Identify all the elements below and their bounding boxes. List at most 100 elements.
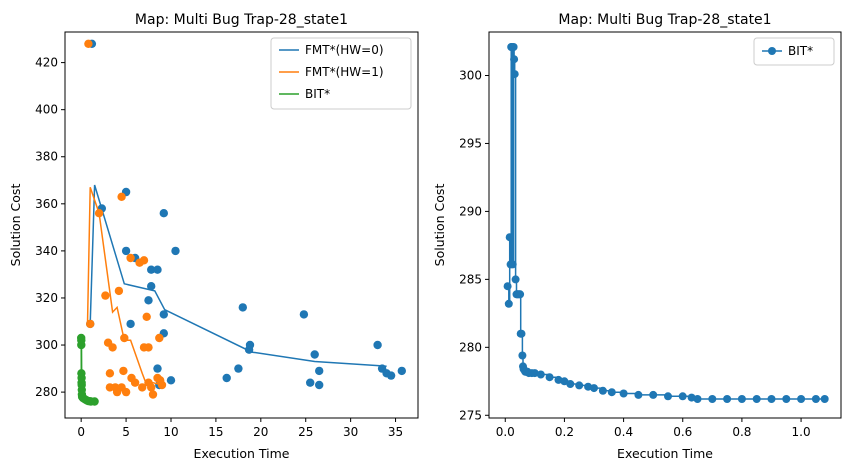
y-tick-label: 295 [459, 136, 482, 150]
data-point-fmt-hw-1 [142, 312, 151, 321]
data-point-bit [566, 380, 575, 388]
x-tick-label: 0.0 [496, 425, 515, 439]
y-tick-label: 285 [459, 272, 482, 286]
right-chart: 0.0 0.2 0.4 0.6 0.8 1.0 275 280 285 290 295 300 Map… [432, 12, 842, 461]
series-line-fmt-hw-0 [89, 184, 387, 367]
data-point-fmt-hw-0 [222, 373, 231, 383]
legend-label-bit-right: BIT* [788, 44, 813, 58]
x-tick-label: 30 [343, 425, 358, 439]
data-point-fmt-hw-0 [153, 265, 162, 274]
data-point-bit [505, 233, 514, 242]
y-tick-label: 340 [35, 244, 58, 258]
data-point-bit [575, 381, 584, 390]
data-point-fmt-hw-1 [101, 291, 110, 300]
right-plot-frame [488, 31, 842, 419]
data-point-fmt-hw-1 [86, 319, 95, 329]
data-point-fmt-hw-0 [373, 340, 382, 350]
data-point-fmt-hw-1 [147, 383, 156, 392]
data-point-fmt-hw-1 [114, 286, 124, 296]
data-point-bit [782, 395, 791, 403]
data-point-bit [693, 395, 702, 403]
x-tick-label: 1.0 [792, 425, 811, 439]
x-tick-label: 20 [253, 425, 268, 439]
data-point-fmt-hw-1 [108, 343, 117, 352]
data-point-fmt-hw-0 [299, 310, 309, 319]
data-point-fmt-hw-1 [139, 256, 149, 265]
data-point-bit [516, 290, 525, 299]
data-point-bit [649, 390, 658, 399]
legend-label-fmt-hw1: FMT*(HW=1) [305, 65, 384, 79]
data-point-fmt-hw-0 [238, 303, 247, 312]
y-tick-label: 320 [35, 291, 58, 305]
data-point-fmt-hw-0 [386, 371, 396, 380]
x-tick-label: 25 [298, 425, 313, 439]
x-tick-label: 0.4 [614, 425, 633, 439]
data-point-fmt-hw-1 [94, 209, 104, 218]
data-point-fmt-hw-0 [234, 364, 243, 373]
data-point-fmt-hw-1 [148, 390, 158, 399]
left-chart: 0 5 10 15 20 25 30 35 280 300 320 340 360 380 400 420 M… [8, 12, 419, 461]
data-point-fmt-hw-0 [121, 246, 131, 256]
data-point-bit [767, 395, 776, 403]
data-point-bit [530, 369, 539, 378]
y-tick-label: 290 [459, 204, 482, 218]
legend-label-bit: BIT* [305, 87, 330, 101]
legend-marker-bit-right [768, 47, 776, 55]
data-point-bit [510, 55, 519, 64]
data-point-fmt-hw-0 [144, 296, 153, 305]
data-point-bit [607, 388, 616, 397]
left-plot-frame [64, 31, 419, 419]
data-point-bit [510, 70, 519, 79]
y-tick-label: 300 [35, 338, 58, 352]
right-legend: BIT* [753, 37, 835, 66]
data-point-fmt-hw-0 [397, 366, 406, 376]
y-tick-label: 400 [35, 103, 58, 117]
data-point-fmt-hw-0 [126, 319, 135, 329]
data-point-fmt-hw-1 [117, 192, 126, 201]
data-point-fmt-hw-0 [147, 282, 156, 291]
data-point-fmt-hw-0 [159, 310, 168, 319]
x-tick-label: 0.8 [732, 425, 751, 439]
data-point-bit [797, 395, 806, 403]
data-point-fmt-hw-0 [166, 376, 176, 385]
data-point-fmt-hw-1 [155, 333, 164, 343]
left-x-axis-label: Execution Time [194, 446, 290, 461]
y-tick-label: 380 [35, 150, 58, 164]
data-point-bit [598, 386, 607, 395]
data-point-bit [737, 395, 746, 403]
data-point-bit [708, 395, 717, 403]
data-point-fmt-hw-0 [315, 380, 324, 390]
data-point-bit [504, 299, 513, 308]
data-point-bit [511, 275, 520, 284]
left-legend: FMT*(HW=0) FMT*(HW=1) BIT* [270, 37, 412, 110]
data-point-bit [590, 384, 598, 393]
data-point-bit [508, 260, 517, 269]
right-legend-box [753, 37, 835, 66]
right-x-axis-label: Execution Time [617, 446, 713, 461]
y-tick-label: 280 [35, 385, 58, 399]
data-point-fmt-hw-0 [153, 364, 162, 373]
data-point-fmt-hw-1 [144, 343, 153, 352]
data-point-fmt-hw-0 [171, 246, 180, 256]
y-tick-label: 360 [35, 197, 58, 211]
data-point-bit [86, 397, 96, 406]
data-point-fmt-hw-0 [245, 340, 255, 350]
data-point-bit [723, 395, 732, 403]
data-point-fmt-hw-1 [105, 369, 115, 378]
data-point-fmt-hw-1 [157, 380, 167, 390]
data-point-fmt-hw-1 [121, 387, 131, 397]
data-point-bit [509, 43, 518, 51]
data-point-fmt-hw-1 [119, 366, 128, 376]
data-point-bit [77, 340, 86, 350]
y-tick-label: 280 [459, 340, 482, 354]
y-tick-label: 275 [459, 408, 482, 422]
data-point-bit [634, 390, 643, 399]
data-point-bit [517, 329, 526, 338]
data-point-bit [536, 370, 545, 379]
left-chart-title: Map: Multi Bug Trap-28_state1 [135, 12, 348, 28]
data-point-bit [664, 392, 672, 401]
data-point-bit [820, 395, 829, 403]
x-tick-label: 0.2 [555, 425, 574, 439]
